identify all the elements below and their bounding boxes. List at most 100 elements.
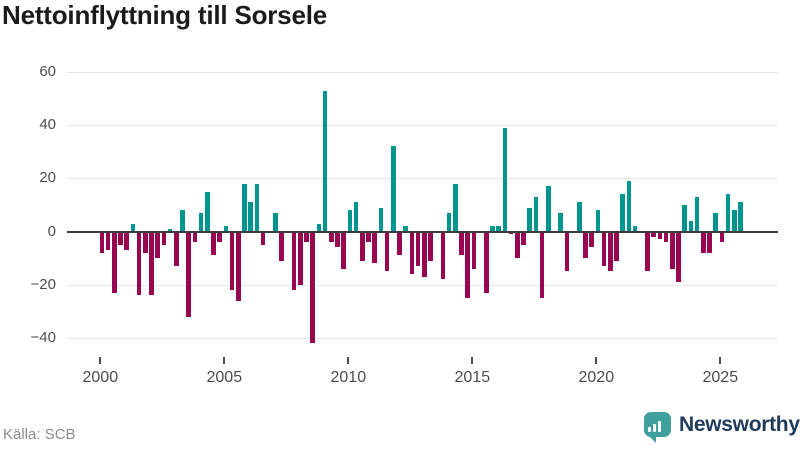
- x-axis-tick-mark: [595, 357, 598, 364]
- data-bar-negative: [645, 231, 650, 272]
- data-bar-positive: [577, 202, 582, 232]
- x-axis-tick-label: 2025: [702, 369, 739, 386]
- x-axis-tick-label: 2000: [82, 369, 119, 386]
- data-bar-negative: [304, 231, 309, 243]
- x-axis-tick-label: 2020: [578, 369, 615, 386]
- data-bar-negative: [291, 231, 297, 290]
- data-bar-negative: [601, 231, 607, 267]
- data-bar-negative: [701, 231, 706, 253]
- data-bar-negative: [112, 231, 117, 293]
- y-axis-tick-label: 40: [39, 116, 56, 134]
- data-bar-negative: [186, 231, 191, 317]
- data-bar-negative: [589, 231, 594, 248]
- mini-bars-glyph: [648, 421, 661, 432]
- data-bar-negative: [384, 231, 390, 272]
- data-bar-negative: [614, 231, 619, 261]
- data-bar-negative: [471, 231, 477, 269]
- x-axis-tick-mark: [471, 357, 474, 364]
- data-bar-negative: [651, 231, 656, 237]
- data-bar-positive: [378, 207, 384, 232]
- y-gridline: [67, 337, 778, 339]
- data-bar-positive: [453, 183, 458, 232]
- data-bar-negative: [211, 231, 216, 256]
- data-bar-negative: [279, 231, 284, 261]
- data-bar-negative: [415, 231, 421, 267]
- data-bar-negative: [341, 231, 346, 269]
- data-bar-negative: [105, 231, 111, 251]
- data-bar-positive: [322, 90, 328, 232]
- data-bar-positive: [682, 204, 687, 232]
- data-bar-positive: [732, 210, 737, 232]
- data-bar-positive: [595, 210, 601, 232]
- data-bar-negative: [310, 231, 315, 344]
- data-bar-positive: [130, 223, 136, 232]
- data-bar-negative: [422, 231, 427, 277]
- brand-logo: Newsworthy: [644, 412, 800, 443]
- data-bar-positive: [316, 223, 322, 232]
- data-bar-positive: [546, 186, 551, 232]
- x-axis-tick-mark: [99, 357, 102, 364]
- data-bar-positive: [626, 181, 632, 232]
- data-bar-negative: [372, 231, 377, 264]
- data-bar-positive: [688, 220, 694, 232]
- data-bar-positive: [533, 196, 539, 232]
- data-bar-positive: [403, 226, 408, 232]
- data-bar-negative: [260, 231, 266, 245]
- data-bar-negative: [521, 231, 526, 245]
- data-bar-negative: [719, 231, 725, 243]
- data-bar-negative: [143, 231, 148, 253]
- data-bar-negative: [409, 231, 415, 275]
- data-bar-positive: [353, 202, 359, 232]
- y-gridline: [67, 284, 778, 286]
- data-bar-positive: [632, 226, 638, 232]
- data-bar-negative: [155, 231, 160, 259]
- data-bar-negative: [192, 231, 198, 243]
- data-bar-negative: [335, 231, 340, 248]
- source-caption: Källa: SCB: [3, 426, 76, 443]
- data-bar-positive: [198, 212, 204, 232]
- data-bar-negative: [515, 231, 520, 259]
- data-bar-negative: [508, 231, 514, 235]
- data-bar-negative: [663, 231, 669, 243]
- x-axis-tick-mark: [347, 357, 350, 364]
- data-bar-positive: [223, 226, 229, 232]
- speech-bubble-tail: [647, 434, 656, 443]
- x-axis-tick-mark: [223, 357, 226, 364]
- data-bar-negative: [329, 231, 334, 243]
- x-axis-tick-label: 2015: [454, 369, 491, 386]
- x-axis-tick-mark: [719, 357, 722, 364]
- data-bar-positive: [694, 196, 700, 232]
- data-bar-negative: [149, 231, 154, 296]
- data-bar-positive: [167, 228, 173, 232]
- data-bar-negative: [676, 231, 681, 282]
- data-bar-positive: [205, 191, 210, 232]
- data-bar-positive: [347, 210, 353, 232]
- data-bar-negative: [608, 231, 613, 272]
- x-axis-tick-label: 2010: [330, 369, 367, 386]
- data-bar-negative: [465, 231, 470, 298]
- data-bar-negative: [229, 231, 235, 290]
- data-bar-positive: [242, 183, 247, 232]
- y-axis-tick-label: 0: [47, 222, 56, 240]
- data-bar-positive: [713, 212, 718, 232]
- data-bar-negative: [670, 231, 675, 269]
- data-bar-negative: [564, 231, 570, 272]
- data-bar-positive: [738, 202, 743, 232]
- data-bar-positive: [620, 194, 625, 232]
- data-bar-negative: [397, 231, 402, 256]
- data-bar-positive: [502, 127, 508, 232]
- y-axis-tick-label: 60: [39, 63, 56, 81]
- data-bar-negative: [440, 231, 446, 280]
- data-bar-negative: [366, 231, 371, 243]
- data-bar-positive: [558, 212, 563, 232]
- x-axis-tick-label: 2005: [206, 369, 243, 386]
- brand-name: Newsworthy: [679, 412, 800, 436]
- data-bar-negative: [484, 231, 489, 293]
- data-bar-negative: [539, 231, 545, 298]
- data-bar-negative: [657, 231, 663, 240]
- data-bar-negative: [428, 231, 433, 261]
- data-bar-positive: [180, 210, 185, 232]
- y-axis-tick-label: 20: [39, 169, 56, 187]
